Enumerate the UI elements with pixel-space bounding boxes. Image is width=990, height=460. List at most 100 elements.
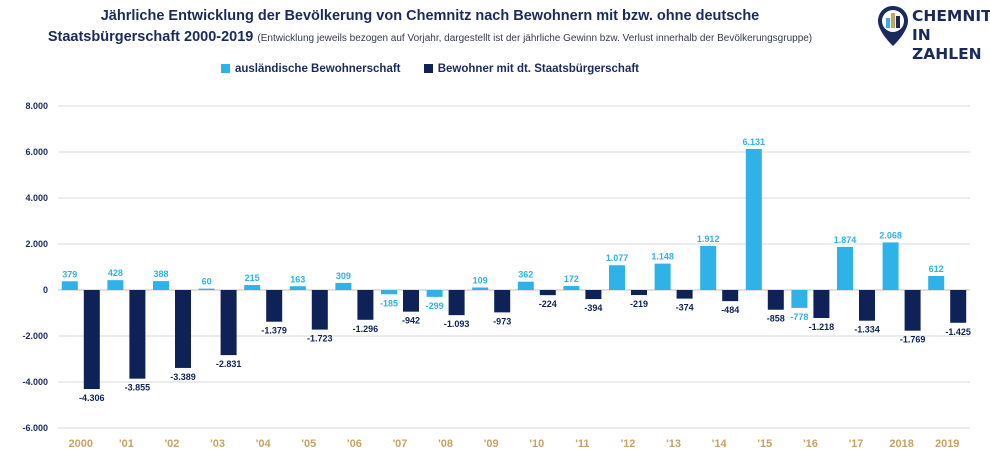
bar-foreign bbox=[837, 246, 853, 290]
data-label-german: -2.831 bbox=[216, 359, 242, 369]
data-label-foreign: 362 bbox=[518, 270, 533, 280]
bar-foreign bbox=[745, 148, 762, 290]
data-label-german: -374 bbox=[676, 303, 694, 313]
bar-foreign bbox=[517, 281, 534, 290]
x-tick-label: '05 bbox=[301, 438, 316, 450]
bar-foreign bbox=[335, 282, 352, 290]
bar-german bbox=[585, 290, 602, 300]
y-tick-label: 6.000 bbox=[25, 147, 48, 157]
x-tick-label: '11 bbox=[575, 438, 589, 450]
x-tick-label: '13 bbox=[666, 438, 681, 450]
bar-german bbox=[357, 290, 374, 320]
data-label-foreign: 1.912 bbox=[697, 234, 720, 244]
data-label-foreign: -778 bbox=[790, 312, 808, 322]
bar-foreign bbox=[289, 286, 306, 290]
title-line1: Jährliche Entwicklung der Bevölkerung vo… bbox=[100, 8, 760, 24]
bar-foreign bbox=[107, 280, 124, 290]
data-label-foreign: 388 bbox=[153, 269, 168, 279]
data-label-german: -858 bbox=[767, 314, 785, 324]
data-label-foreign: 163 bbox=[290, 274, 305, 284]
legend-item-foreign: ausländische Bewohnerschaft bbox=[220, 63, 401, 75]
data-label-foreign: 6.131 bbox=[743, 137, 766, 147]
legend-label-german: Bewohner mit dt. Staatsbürgerschaft bbox=[437, 63, 640, 75]
data-label-german: -973 bbox=[493, 316, 511, 326]
data-label-german: -1.296 bbox=[353, 324, 379, 334]
data-label-german: -3.855 bbox=[125, 383, 151, 393]
x-tick-label: '08 bbox=[438, 438, 453, 450]
y-tick-label: 2.000 bbox=[25, 239, 48, 249]
bar-german bbox=[950, 290, 967, 323]
chart-legend: ausländische Bewohnerschaft Bewohner mit… bbox=[0, 63, 860, 75]
x-tick-label: '14 bbox=[712, 438, 728, 450]
data-label-foreign: -299 bbox=[426, 301, 444, 311]
data-label-german: -1.723 bbox=[307, 334, 333, 344]
bar-german bbox=[539, 290, 556, 296]
x-tick-label: '06 bbox=[347, 438, 362, 450]
bar-foreign bbox=[381, 290, 397, 295]
data-label-foreign: 1.148 bbox=[651, 252, 674, 262]
data-label-german: -942 bbox=[402, 316, 420, 326]
x-tick-label: '02 bbox=[165, 438, 180, 450]
data-label-foreign: 172 bbox=[564, 274, 579, 284]
x-tick-label: '16 bbox=[803, 438, 818, 450]
data-label-german: -1.093 bbox=[444, 319, 470, 329]
bar-german bbox=[403, 290, 419, 312]
logo-line2: IN ZAHLEN bbox=[912, 26, 982, 63]
bar-german bbox=[83, 290, 100, 390]
bar-foreign bbox=[654, 263, 671, 290]
chart-title: Jährliche Entwicklung der Bevölkerung vo… bbox=[0, 6, 860, 49]
x-tick-label: '03 bbox=[210, 438, 225, 450]
bar-foreign bbox=[609, 265, 625, 290]
chart-subtitle: (Entwicklung jeweils bezogen auf Vorjahr… bbox=[257, 33, 813, 44]
legend-swatch-foreign bbox=[220, 64, 230, 73]
data-label-german: -1.218 bbox=[809, 322, 835, 332]
data-label-german: -1.379 bbox=[261, 326, 287, 336]
x-tick-label: '17 bbox=[849, 438, 864, 450]
data-label-foreign: 428 bbox=[108, 268, 123, 278]
data-label-german: -1.769 bbox=[900, 335, 926, 345]
bar-german bbox=[494, 290, 511, 313]
data-label-german: -219 bbox=[630, 299, 648, 309]
data-label-foreign: 379 bbox=[62, 269, 77, 279]
title-line2: Staatsbürgerschaft 2000-2019 bbox=[47, 29, 254, 45]
bar-german bbox=[676, 290, 693, 299]
bar-foreign bbox=[198, 288, 215, 290]
data-label-foreign: -185 bbox=[380, 298, 398, 308]
data-label-foreign: 215 bbox=[245, 273, 260, 283]
bar-german bbox=[767, 290, 784, 310]
y-tick-label: -4.000 bbox=[22, 377, 48, 387]
data-label-foreign: 309 bbox=[336, 271, 351, 281]
bar-german bbox=[129, 290, 146, 379]
y-tick-label: 8.000 bbox=[25, 101, 48, 111]
bar-german bbox=[220, 290, 237, 356]
x-tick-label: 2000 bbox=[69, 438, 93, 450]
bar-foreign bbox=[244, 285, 261, 290]
data-label-german: -4.306 bbox=[79, 393, 105, 403]
bar-german bbox=[722, 290, 739, 302]
bar-foreign bbox=[928, 275, 945, 290]
bar-german bbox=[311, 290, 328, 330]
bar-german bbox=[448, 290, 465, 316]
x-tick-label: '07 bbox=[393, 438, 408, 450]
bar-foreign bbox=[426, 290, 443, 297]
y-tick-label: -6.000 bbox=[22, 423, 48, 433]
x-tick-label: 2019 bbox=[935, 438, 959, 450]
data-label-foreign: 2.068 bbox=[879, 230, 902, 240]
bar-foreign bbox=[472, 287, 489, 290]
bar-foreign bbox=[563, 286, 580, 290]
bar-foreign bbox=[882, 242, 899, 290]
data-label-german: -3.389 bbox=[170, 372, 196, 382]
bar-german bbox=[175, 290, 191, 368]
x-tick-label: '01 bbox=[119, 438, 134, 450]
x-tick-label: '09 bbox=[484, 438, 499, 450]
legend-item-german: Bewohner mit dt. Staatsbürgerschaft bbox=[423, 63, 640, 75]
x-tick-label: '12 bbox=[621, 438, 636, 450]
y-tick-label: 4.000 bbox=[25, 193, 48, 203]
logo-line1: CHEMNITZ bbox=[912, 7, 990, 25]
bar-german bbox=[904, 290, 921, 331]
legend-swatch-german bbox=[423, 64, 433, 73]
chemnitz-in-zahlen-logo: CHEMNITZ IN ZAHLEN bbox=[876, 4, 990, 63]
bar-german bbox=[266, 290, 283, 322]
data-label-german: -224 bbox=[539, 299, 557, 309]
